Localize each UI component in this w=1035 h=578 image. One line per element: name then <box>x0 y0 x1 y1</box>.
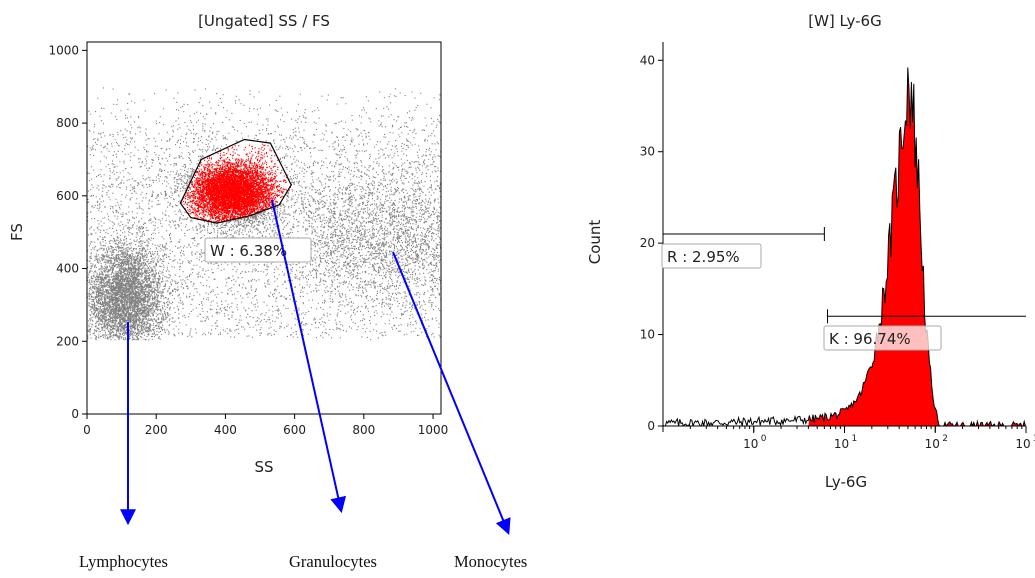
scatter-y-tick-label: 600 <box>56 189 79 203</box>
histogram-x-tick-exponent: 0 <box>761 434 767 444</box>
histogram-y-tick-label: 20 <box>640 236 655 250</box>
histogram-y-tick-label: 0 <box>647 419 655 433</box>
histogram-x-tick-exponent: 2 <box>942 434 948 444</box>
gate-w-label-text: W : 6.38% <box>210 242 287 260</box>
marker-r: R : 2.95% <box>661 227 825 269</box>
scatter-x-tick-label: 600 <box>283 423 306 437</box>
granulocytes-arrow <box>271 199 347 514</box>
histogram-x-tick-exponent: 1 <box>852 434 858 444</box>
scatter-x-tick-label: 200 <box>145 423 168 437</box>
lymphocytes-label: Lymphocytes <box>79 552 168 571</box>
marker-r-label: R : 2.95% <box>667 248 740 266</box>
histogram-y-axis: 0 10 20 30 40 <box>640 53 663 433</box>
gate-w-label: W : 6.38% <box>204 237 312 263</box>
scatter-y-axis: 0 200 400 600 800 1000 <box>48 43 87 421</box>
scatter-x-label: SS <box>254 458 273 476</box>
histogram-y-label: Count <box>586 220 604 265</box>
gate-w-polygon <box>179 138 292 224</box>
population-annotations: Lymphocytes Granulocytes Monocytes <box>79 199 527 571</box>
scatter-x-tick-label: 1000 <box>418 423 449 437</box>
histogram-fill <box>808 67 1026 426</box>
histogram-x-tick-label: 10 <box>743 437 758 451</box>
histogram-x-tick-exponent: 3 <box>1033 434 1035 444</box>
scatter-x-tick-label: 400 <box>214 423 237 437</box>
scatter-y-tick-label: 800 <box>56 116 79 130</box>
scatter-x-axis: 0 200 400 600 800 1000 <box>83 414 448 437</box>
scatter-x-tick-label: 800 <box>352 423 375 437</box>
histogram-x-axis: 100101102103 <box>662 426 1035 451</box>
scatter-y-tick-label: 1000 <box>48 43 79 57</box>
scatter-y-tick-label: 200 <box>56 334 79 348</box>
histogram-x-tick-label: 10 <box>925 437 940 451</box>
scatter-plot: [Ungated] SS / FS 0 200 400 600 800 1000 0 200… <box>8 12 448 476</box>
marker-k-label: K : 96.74% <box>829 330 911 348</box>
scatter-dots-ungated <box>87 87 441 341</box>
histogram-x-tick-label: 10 <box>834 437 849 451</box>
monocytes-label: Monocytes <box>454 552 527 571</box>
scatter-frame <box>86 41 442 415</box>
granulocytes-label: Granulocytes <box>289 552 377 571</box>
scatter-title: [Ungated] SS / FS <box>198 12 330 30</box>
scatter-points <box>87 87 441 341</box>
histogram-x-label: Ly-6G <box>825 473 867 491</box>
scatter-y-tick-label: 0 <box>71 407 79 421</box>
marker-r-label-box <box>661 243 762 269</box>
monocytes-arrow <box>392 251 511 535</box>
marker-k: K : 96.74% <box>823 309 1026 351</box>
histogram-x-tick-label: 10 <box>1015 437 1030 451</box>
marker-k-label-box <box>823 325 942 351</box>
histogram-y-tick-label: 40 <box>640 53 655 67</box>
histogram-y-tick-label: 30 <box>640 145 655 159</box>
scatter-y-tick-label: 400 <box>56 262 79 276</box>
scatter-x-tick-label: 0 <box>83 423 91 437</box>
scatter-dots-gated <box>181 143 292 223</box>
histogram-title: [W] Ly-6G <box>808 12 881 30</box>
scatter-y-label: FS <box>8 223 26 241</box>
histogram-y-tick-label: 10 <box>640 328 655 342</box>
